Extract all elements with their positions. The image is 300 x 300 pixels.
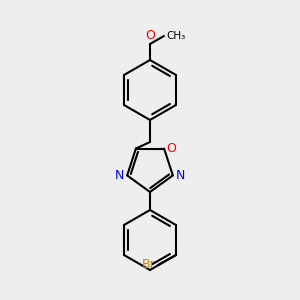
Text: O: O bbox=[166, 142, 176, 155]
Text: O: O bbox=[145, 29, 155, 42]
Text: Br: Br bbox=[142, 259, 156, 272]
Text: CH₃: CH₃ bbox=[166, 31, 185, 41]
Text: N: N bbox=[115, 169, 124, 182]
Text: N: N bbox=[176, 169, 185, 182]
